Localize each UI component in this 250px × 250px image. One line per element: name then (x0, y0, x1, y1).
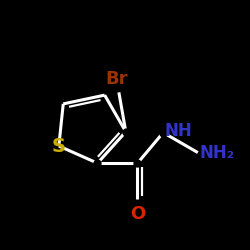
Text: S: S (52, 136, 66, 156)
Text: Br: Br (106, 70, 128, 88)
Text: O: O (130, 205, 145, 223)
Text: NH₂: NH₂ (200, 144, 235, 162)
Text: NH: NH (164, 122, 192, 140)
